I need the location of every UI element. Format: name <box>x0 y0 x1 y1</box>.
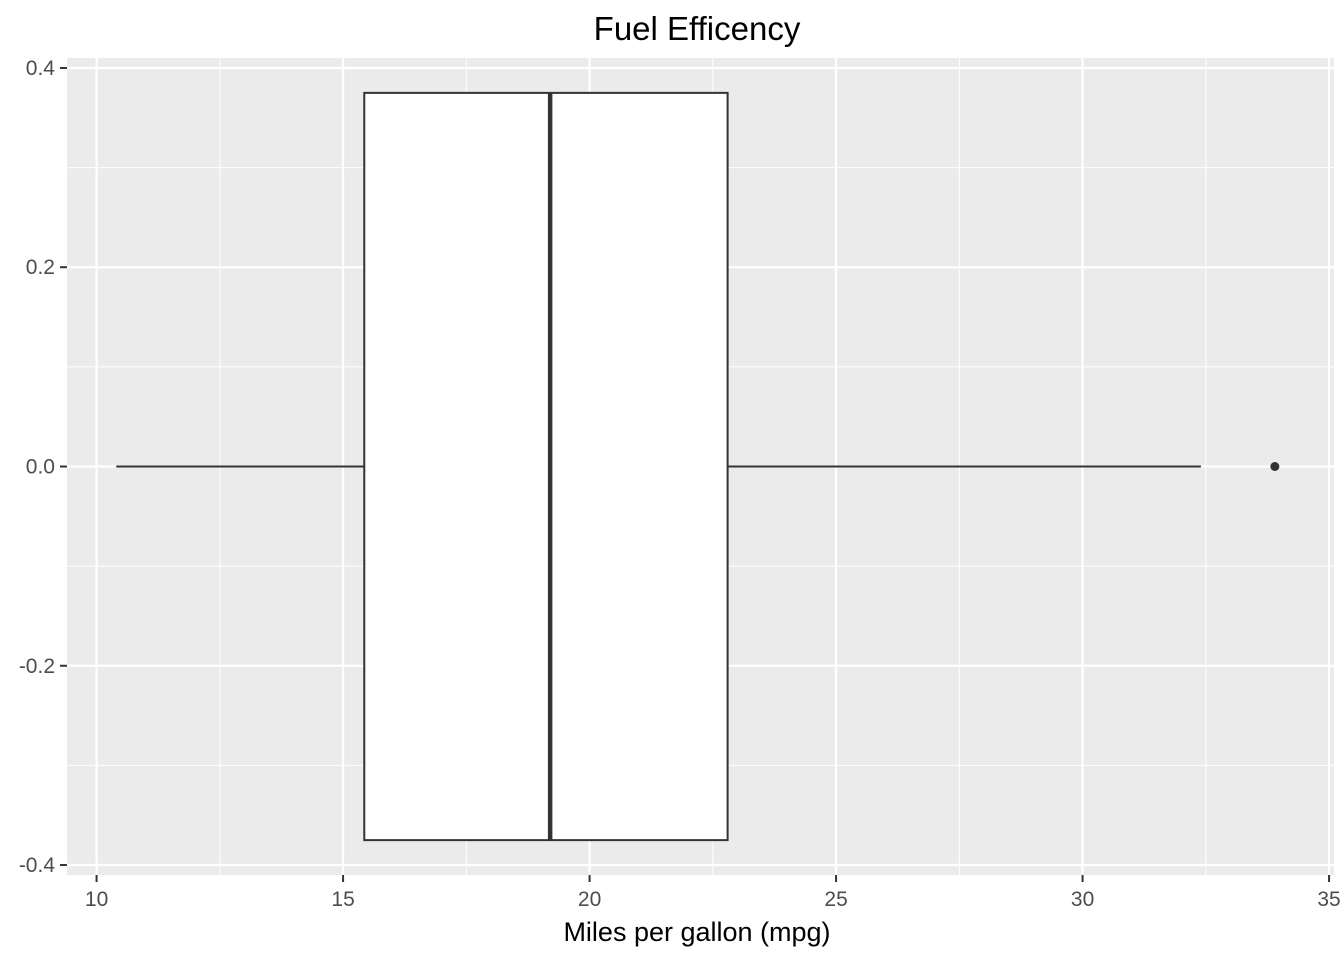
x-tick-label: 35 <box>1317 888 1340 911</box>
y-tick-label: -0.4 <box>19 854 56 877</box>
outlier-points <box>1270 462 1280 471</box>
chart-title: Fuel Efficency <box>594 10 801 47</box>
y-tick-label: 0.2 <box>26 256 55 279</box>
interquartile-box <box>363 91 729 842</box>
x-tick-label: 15 <box>331 888 354 911</box>
box <box>363 91 729 842</box>
x-tick-label: 10 <box>85 888 108 911</box>
y-tick-label: 0.0 <box>26 456 55 479</box>
x-axis: 10 15 20 25 30 35 <box>85 875 1341 911</box>
y-axis: -0.4 -0.2 0.0 0.2 0.4 <box>19 57 67 877</box>
x-tick-label: 25 <box>824 888 847 911</box>
y-tick-label: -0.2 <box>19 655 55 678</box>
y-tick-label: 0.4 <box>26 57 56 80</box>
x-axis-title: Miles per gallon (mpg) <box>563 917 830 947</box>
x-tick-label: 20 <box>578 888 601 911</box>
x-tick-label: 30 <box>1071 888 1094 911</box>
outlier-point <box>1270 462 1280 471</box>
